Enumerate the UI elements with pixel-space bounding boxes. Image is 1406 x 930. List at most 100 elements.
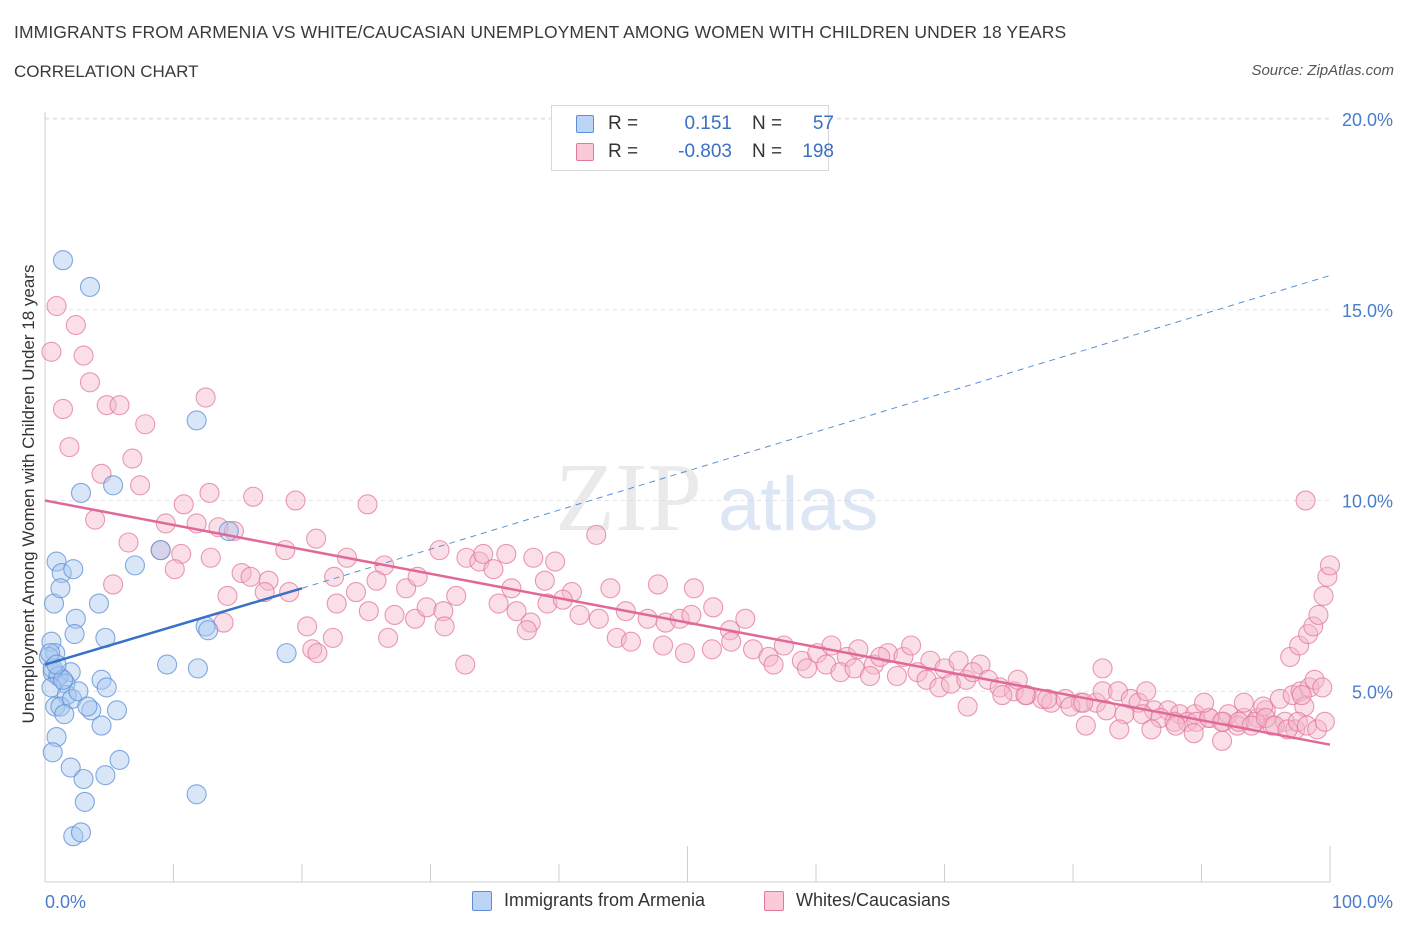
- point-armenia: [81, 700, 102, 721]
- point-white: [1303, 616, 1324, 637]
- point-white: [171, 543, 192, 564]
- legend-r-label: R =: [608, 113, 639, 134]
- point-white: [199, 482, 220, 503]
- point-white: [1319, 555, 1341, 576]
- legend-r-value-armenia: 0.151: [684, 113, 732, 134]
- point-white: [859, 665, 881, 687]
- point-white: [588, 608, 609, 629]
- point-white: [200, 547, 221, 568]
- point-armenia: [150, 540, 171, 561]
- y-tick-label: 5.0%: [1352, 682, 1393, 702]
- series-label-white: Whites/Caucasians: [796, 890, 951, 910]
- point-white: [85, 509, 106, 530]
- point-white: [1092, 658, 1113, 679]
- point-white: [1304, 669, 1325, 690]
- point-armenia: [96, 677, 117, 698]
- point-armenia: [54, 704, 75, 725]
- point-white: [285, 490, 306, 511]
- y-axis-label: Unemployment Among Women with Children U…: [19, 265, 38, 724]
- legend-swatch-armenia: [576, 115, 594, 133]
- point-white: [886, 665, 908, 687]
- point-white: [65, 315, 86, 336]
- y-tick-label: 15.0%: [1342, 301, 1393, 321]
- point-white: [1295, 490, 1316, 511]
- point-white: [701, 639, 722, 660]
- data-points: [38, 250, 1341, 847]
- point-white: [1255, 700, 1276, 721]
- point-white: [796, 658, 818, 679]
- point-white: [103, 574, 124, 595]
- point-armenia: [43, 593, 65, 614]
- point-white: [1060, 696, 1081, 717]
- point-armenia: [103, 475, 124, 496]
- point-white: [637, 608, 658, 629]
- point-armenia: [198, 620, 219, 641]
- point-armenia: [95, 765, 116, 786]
- point-white: [1037, 688, 1058, 709]
- point-armenia: [51, 562, 72, 584]
- point-white: [366, 570, 387, 591]
- tick-labels: 5.0% 10.0% 15.0% 20.0% 0.0% 100.0%: [45, 110, 1393, 912]
- point-armenia: [64, 623, 85, 645]
- point-white: [929, 677, 950, 698]
- point-white: [483, 559, 504, 580]
- point-white: [164, 559, 185, 580]
- point-white: [473, 543, 494, 564]
- y-tick-label: 10.0%: [1342, 492, 1393, 512]
- axes: [44, 112, 1331, 883]
- point-white: [901, 635, 922, 656]
- point-white: [73, 345, 94, 366]
- legend-swatch-white: [576, 143, 594, 161]
- point-white: [41, 341, 62, 362]
- point-white: [297, 616, 318, 637]
- point-armenia: [52, 669, 74, 690]
- point-white: [1313, 585, 1334, 606]
- point-white: [243, 486, 264, 507]
- point-white: [683, 578, 704, 599]
- watermark-atlas: atlas: [718, 462, 879, 547]
- point-white: [322, 627, 343, 648]
- point-armenia: [74, 791, 95, 812]
- point-armenia: [186, 784, 207, 805]
- point-armenia: [73, 768, 94, 790]
- series-legend-armenia: Immigrants from Armenia: [472, 890, 705, 911]
- trend-lines: [44, 274, 1331, 746]
- point-white: [537, 593, 558, 614]
- point-white: [516, 620, 537, 641]
- point-white: [1194, 692, 1215, 713]
- point-armenia: [106, 700, 128, 721]
- trend-line-armenia-extension: [301, 274, 1331, 589]
- point-white: [506, 601, 527, 622]
- x-tick-label-min: 0.0%: [45, 892, 86, 912]
- point-white: [735, 608, 756, 629]
- point-white: [59, 437, 80, 458]
- point-armenia: [186, 410, 207, 431]
- legend-r-value-white: -0.803: [678, 141, 732, 162]
- point-armenia: [109, 749, 130, 770]
- point-white: [674, 643, 695, 664]
- point-white: [992, 685, 1013, 706]
- point-white: [1269, 688, 1290, 709]
- point-armenia: [70, 482, 92, 503]
- point-white: [721, 631, 742, 652]
- point-white: [326, 593, 347, 614]
- point-white: [523, 547, 544, 568]
- point-white: [195, 387, 216, 408]
- point-white: [1277, 719, 1298, 740]
- point-white: [496, 543, 517, 564]
- legend-n-label: N =: [752, 141, 783, 162]
- point-white: [434, 616, 455, 637]
- trend-line-white: [44, 499, 1331, 746]
- point-white: [1312, 677, 1333, 698]
- point-white: [1308, 604, 1329, 626]
- point-white: [1212, 730, 1233, 751]
- point-white: [79, 372, 101, 393]
- series-legend-white: Whites/Caucasians: [764, 890, 950, 911]
- point-white: [703, 597, 724, 618]
- point-white: [763, 654, 784, 675]
- point-white: [130, 475, 151, 496]
- point-white: [488, 593, 509, 614]
- source-credit: Source: ZipAtlas.com: [1251, 62, 1394, 79]
- point-white: [455, 654, 476, 675]
- point-white: [217, 585, 238, 606]
